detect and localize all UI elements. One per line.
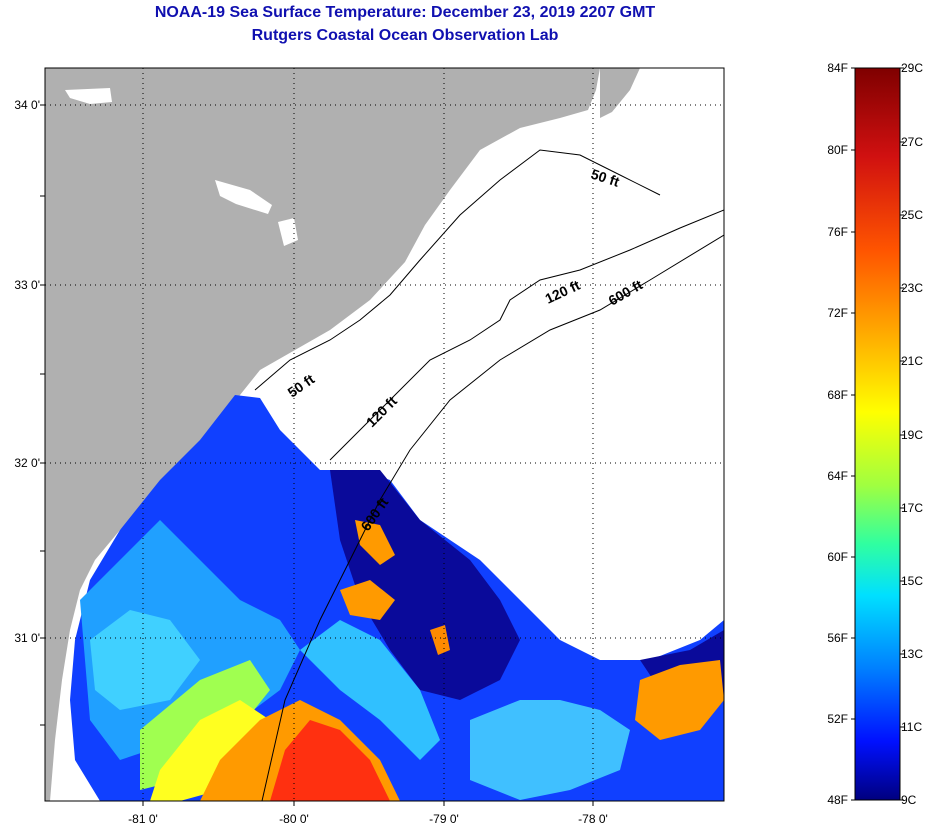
map-frame: [44, 67, 725, 802]
fahrenheit-label: 84F: [827, 61, 848, 75]
fahrenheit-label: 56F: [827, 631, 848, 645]
lon-label: -81 0': [128, 812, 158, 826]
temperature-colorbar: 84F 80F 76F 72F 68F 64F 60F 56F 52F 48F …: [827, 61, 923, 807]
lat-label: 32 0': [14, 456, 40, 470]
celsius-label: 29C: [901, 61, 923, 75]
map-subtitle: Rutgers Coastal Ocean Observation Lab: [251, 27, 559, 44]
axis-ticks: [40, 104, 594, 806]
lat-label: 34 0': [14, 98, 40, 112]
celsius-label: 11C: [901, 720, 922, 734]
celsius-label: 19C: [901, 428, 923, 442]
celsius-label: 17C: [901, 501, 923, 515]
celsius-label: 25C: [901, 208, 923, 222]
celsius-label: 13C: [901, 647, 923, 661]
lat-label: 31 0': [14, 631, 40, 645]
fahrenheit-label: 52F: [827, 712, 848, 726]
lake: [65, 88, 112, 104]
lon-label: -79 0': [429, 812, 459, 826]
map-title: NOAA-19 Sea Surface Temperature: Decembe…: [154, 4, 656, 21]
fahrenheit-label: 72F: [827, 306, 848, 320]
celsius-label: 27C: [901, 135, 923, 149]
fahrenheit-label: 48F: [827, 793, 848, 807]
celsius-label: 9C: [901, 793, 917, 807]
fahrenheit-label: 64F: [827, 469, 848, 483]
colorbar-gradient: [854, 67, 901, 801]
celsius-label: 21C: [901, 354, 923, 368]
lat-label: 33 0': [14, 278, 40, 292]
depth-contours: [254, 149, 724, 801]
celsius-label: 15C: [901, 574, 923, 588]
lake: [215, 180, 272, 214]
lake: [278, 218, 298, 246]
land-mass: [45, 68, 600, 801]
fahrenheit-label: 68F: [827, 388, 848, 402]
lon-label: -78 0': [578, 812, 608, 826]
fahrenheit-label: 60F: [827, 550, 848, 564]
celsius-label: 23C: [901, 281, 923, 295]
lon-label: -80 0': [279, 812, 309, 826]
sst-data-layer: [70, 395, 724, 801]
fahrenheit-label: 80F: [827, 143, 848, 157]
fahrenheit-label: 76F: [827, 225, 848, 239]
